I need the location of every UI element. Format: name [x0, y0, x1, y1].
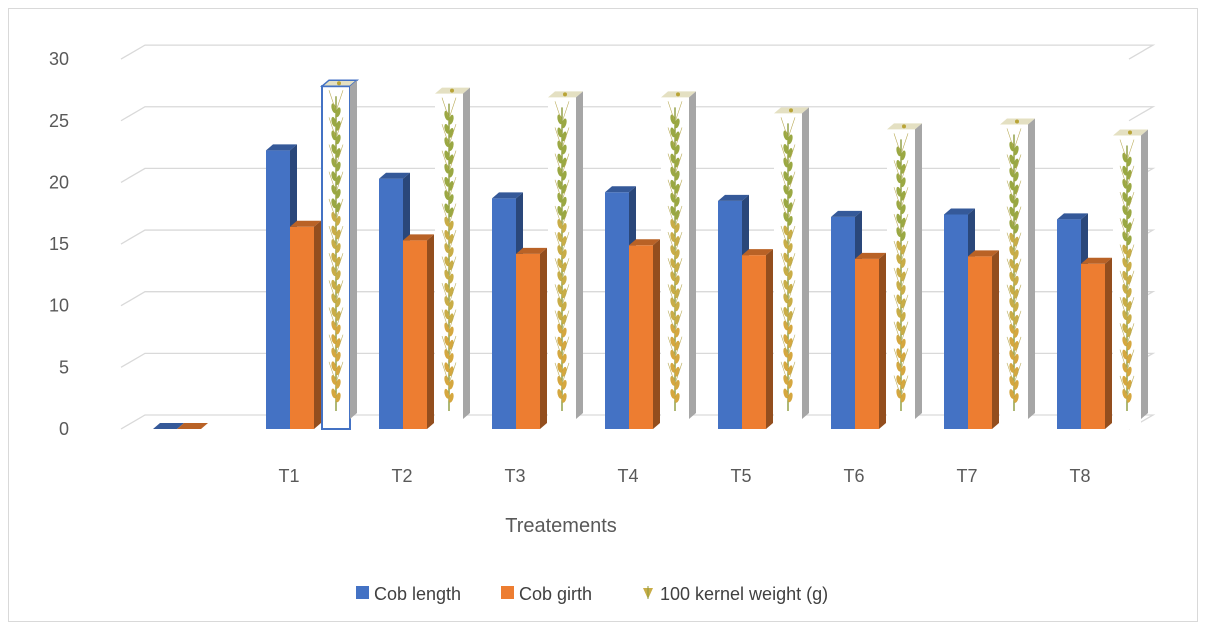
bar-kernel-weight-T3: [548, 91, 583, 429]
y-tick-label-20: 20: [49, 172, 69, 192]
bar-kernel-weight-T4: [661, 91, 696, 429]
x-tick-label-T8: T8: [1069, 466, 1090, 486]
legend-label-2: 100 kernel weight (g): [660, 584, 828, 604]
bar-cob-girth-T8: [1081, 257, 1112, 429]
y-tick-label-10: 10: [49, 296, 69, 316]
x-tick-label-T6: T6: [843, 466, 864, 486]
x-tick-label-T4: T4: [617, 466, 638, 486]
y-axis: 0 5 10 15 20 25 30: [49, 49, 69, 439]
legend: Cob length Cob girth 100 kernel weight (g): [356, 584, 828, 604]
bar-cob-girth-T4: [629, 239, 660, 429]
bars: [153, 79, 1148, 430]
x-axis: T1 T2 T3 T4 T5 T6 T7 T8: [278, 466, 1090, 486]
legend-swatch-1: [501, 586, 514, 599]
bar-kernel-weight-T7: [1000, 118, 1035, 429]
chart-svg: 0 5 10 15 20 25 30 T1 T2 T3 T4 T5 T6 T7 T8 Treatement…: [49, 44, 1156, 604]
legend-label-1: Cob girth: [519, 584, 592, 604]
y-tick-label-15: 15: [49, 234, 69, 254]
x-axis-title: Treatements: [505, 515, 617, 537]
x-tick-label-T1: T1: [278, 466, 299, 486]
legend-item-1: Cob girth: [501, 584, 592, 604]
x-tick-label-T3: T3: [504, 466, 525, 486]
gridline-25: [120, 106, 1156, 122]
bar-kernel-weight-T5: [774, 107, 809, 430]
legend-item-2: 100 kernel weight (g): [643, 584, 828, 604]
y-tick-label-0: 0: [59, 419, 69, 439]
bar-cob-length-blank: [153, 423, 184, 429]
bar-cob-girth-T6: [855, 252, 886, 429]
legend-swatch-0: [356, 586, 369, 599]
bar-kernel-weight-T8: [1113, 129, 1148, 429]
bar-cob-girth-T7: [968, 250, 999, 429]
bar-cob-girth-T1: [290, 220, 321, 429]
legend-item-0: Cob length: [356, 584, 461, 604]
bar-cob-girth-blank: [177, 423, 208, 429]
bar-cob-girth-T5: [742, 249, 773, 429]
chart-frame: 0 5 10 15 20 25 30 T1 T2 T3 T4 T5 T6 T7 T8 Treatement…: [8, 8, 1198, 622]
gridline-30: [120, 44, 1156, 60]
bar-cob-girth-T3: [516, 247, 547, 429]
x-tick-label-T7: T7: [956, 466, 977, 486]
bar-cob-girth-T2: [403, 234, 434, 429]
bar-kernel-weight-T1: [319, 79, 360, 430]
legend-label-0: Cob length: [374, 584, 461, 604]
y-tick-label-25: 25: [49, 111, 69, 131]
bar-kernel-weight-T2: [435, 87, 470, 430]
x-tick-label-T2: T2: [391, 466, 412, 486]
bar-kernel-weight-T6: [887, 123, 922, 430]
x-tick-label-T5: T5: [730, 466, 751, 486]
y-tick-label-30: 30: [49, 49, 69, 69]
y-tick-label-5: 5: [59, 357, 69, 377]
